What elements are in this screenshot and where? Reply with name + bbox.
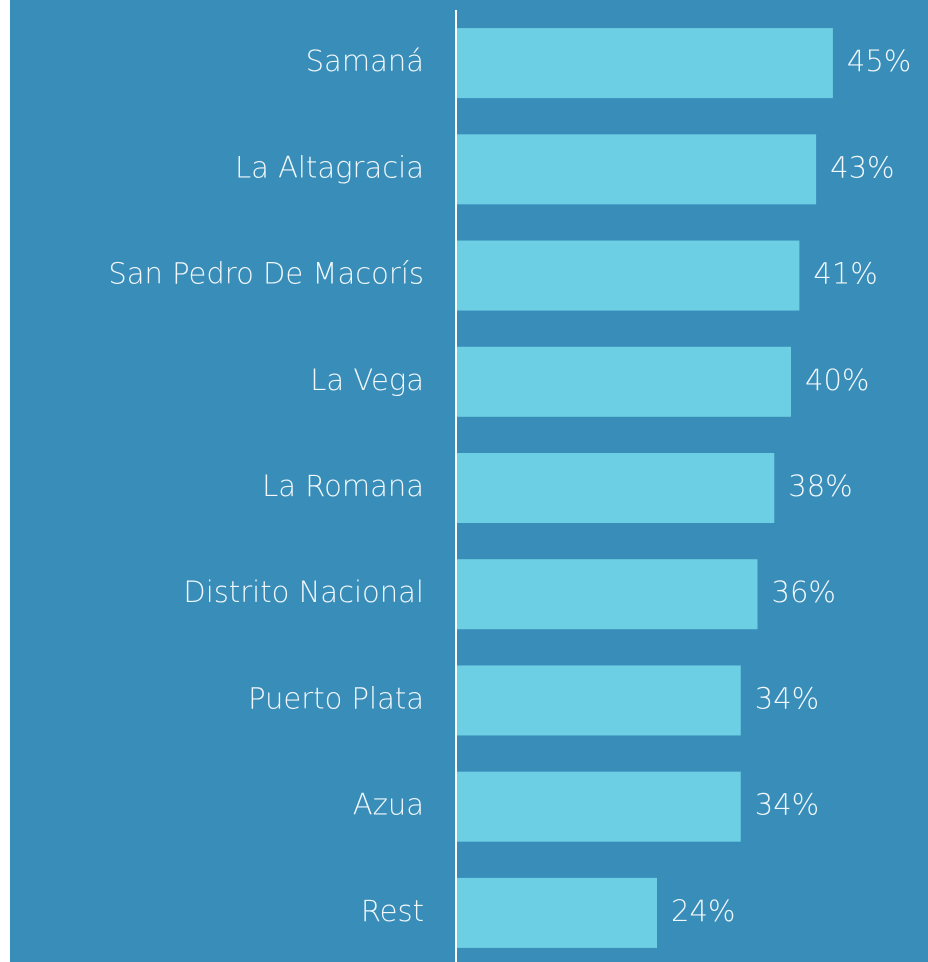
y-tick-label: Distrito Nacional: [183, 575, 424, 609]
value-label: 24%: [671, 894, 735, 928]
value-label: 34%: [755, 681, 819, 715]
bar: [456, 665, 741, 736]
bar: [456, 134, 817, 205]
bar: [456, 346, 791, 417]
value-label: 43%: [830, 150, 894, 184]
bar: [456, 28, 833, 99]
bar: [456, 453, 775, 523]
bar: [456, 877, 657, 948]
value-label: 40%: [805, 363, 869, 397]
y-tick-label: Samaná: [306, 44, 424, 78]
y-tick-label: Puerto Plata: [248, 681, 424, 715]
y-tick-label: La Altagracia: [235, 150, 424, 184]
y-tick-label: La Romana: [262, 469, 424, 503]
value-label: 45%: [847, 44, 911, 78]
y-tick-label: Rest: [361, 894, 424, 928]
value-label: 41%: [813, 257, 877, 291]
y-tick-label: Azua: [353, 788, 424, 822]
value-label: 38%: [788, 469, 852, 503]
bar: [456, 559, 758, 630]
value-label: 34%: [755, 788, 819, 822]
value-label: 36%: [772, 575, 836, 609]
y-tick-label: San Pedro De Macorís: [108, 257, 424, 291]
bar: [456, 240, 800, 311]
bar: [456, 771, 741, 842]
y-tick-label: La Vega: [310, 363, 424, 397]
